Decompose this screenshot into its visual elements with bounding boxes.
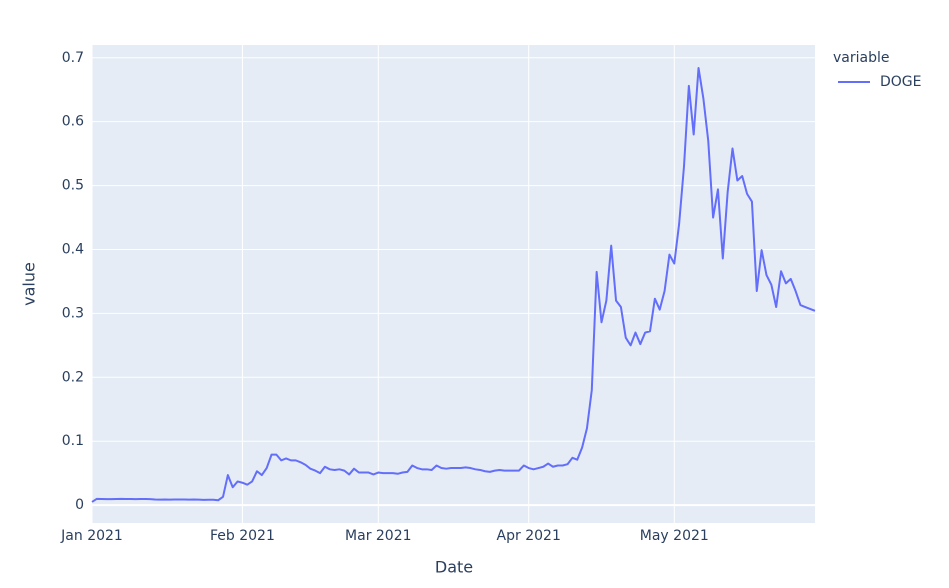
x-tick-label: Mar 2021 [345,528,412,544]
y-tick-label: 0.1 [62,433,84,449]
y-tick-label: 0.5 [62,178,84,194]
x-axis-title: Date [435,558,473,577]
y-tick-label: 0.3 [62,305,84,321]
x-tick-label: May 2021 [640,528,709,544]
y-tick-label: 0.4 [62,241,84,257]
marks [91,67,816,503]
plot-background [92,45,815,523]
x-tick-label: Jan 2021 [60,528,123,544]
legend-title: variable [833,50,889,66]
y-tick-label: 0.2 [62,369,84,385]
y-tick-label: 0 [75,497,84,513]
y-axis-title: value [20,262,39,306]
x-tick-label: Feb 2021 [210,528,275,544]
data-line [91,67,816,503]
y-tick-label: 0.7 [62,50,84,66]
grid [91,45,815,523]
y-tick-label: 0.6 [62,114,84,130]
legend-label[interactable]: DOGE [880,74,922,90]
x-tick-label: Apr 2021 [497,528,561,544]
